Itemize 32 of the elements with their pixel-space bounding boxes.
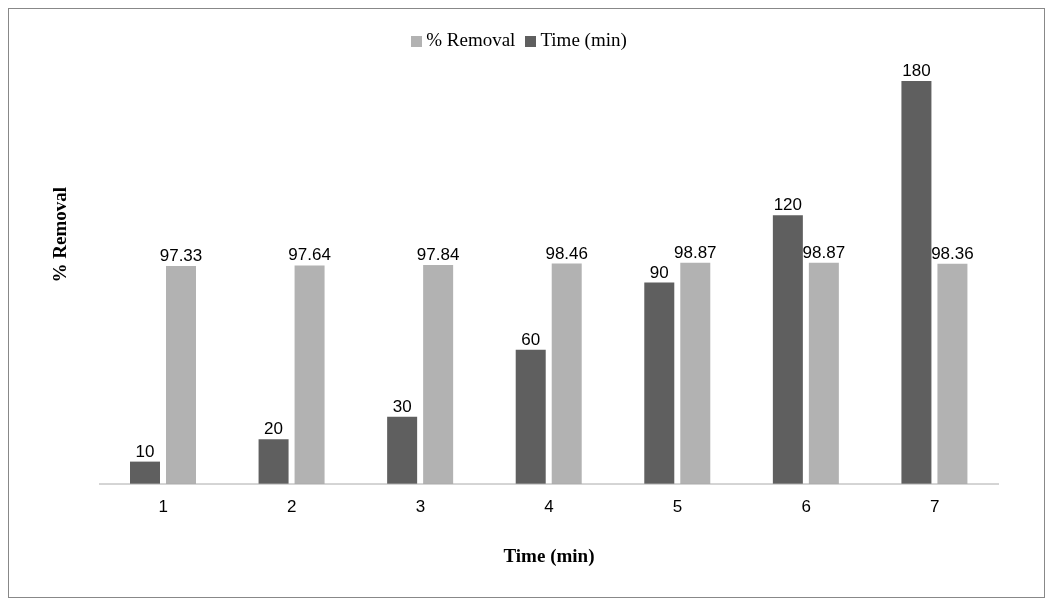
data-label: 98.36	[931, 243, 974, 263]
data-label: 97.84	[416, 244, 460, 264]
data-label: 90	[649, 262, 669, 282]
x-tick-label: 2	[287, 497, 297, 517]
bar	[258, 439, 289, 484]
data-label: 97.33	[159, 246, 203, 266]
bar	[901, 81, 932, 484]
bar	[130, 461, 160, 484]
y-axis-title: % Removal	[48, 186, 70, 283]
data-label: 30	[392, 396, 412, 416]
bar	[387, 416, 418, 484]
bar	[515, 349, 546, 484]
x-tick-label: 5	[672, 497, 683, 517]
data-label: 98.46	[545, 243, 588, 263]
data-label: 98.87	[802, 242, 846, 262]
x-tick-label: 6	[801, 497, 811, 517]
data-label: 60	[521, 329, 541, 349]
data-label: 20	[264, 419, 284, 439]
bar	[644, 282, 675, 484]
x-axis-title: Time (min)	[503, 545, 595, 567]
legend-label: Time (min)	[540, 29, 627, 50]
x-tick-label: 7	[929, 497, 940, 517]
data-label: 180	[902, 61, 931, 80]
data-label: 97.64	[288, 245, 331, 265]
data-label: 98.87	[674, 242, 717, 262]
bar	[772, 215, 803, 484]
legend-label: % Removal	[426, 29, 516, 50]
data-label: 10	[135, 441, 155, 461]
x-tick-label: 3	[415, 497, 426, 517]
x-tick-label: 4	[544, 497, 554, 517]
x-tick-label: 1	[158, 497, 169, 517]
data-label: 120	[773, 195, 803, 215]
